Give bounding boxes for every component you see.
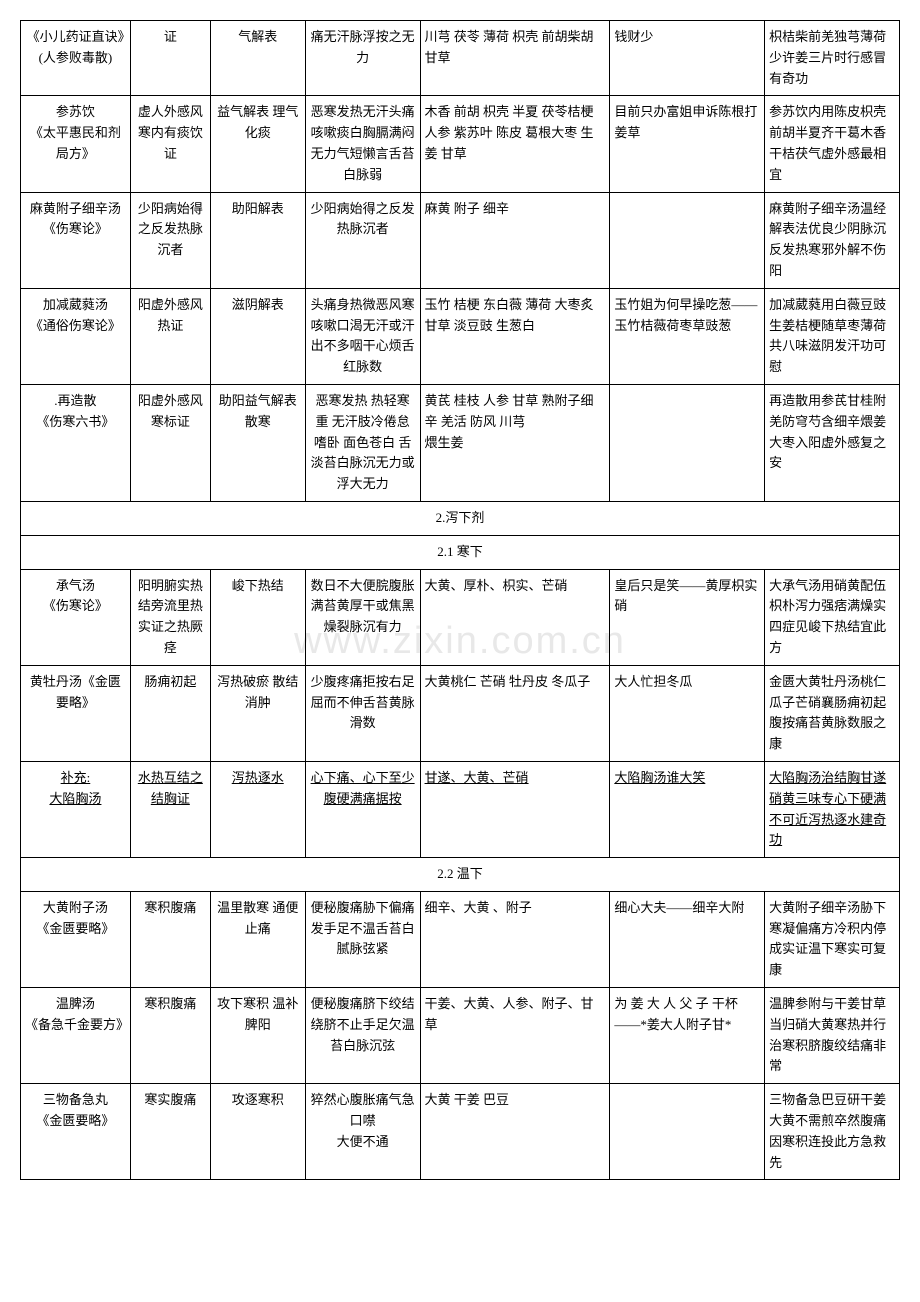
table-cell: 证 bbox=[130, 21, 210, 96]
table-cell: 恶寒发热 热轻寒重 无汗肢冷倦怠嗜卧 面色苍白 舌淡苔白脉沉无力或浮大无力 bbox=[305, 384, 420, 501]
table-cell: 攻逐寒积 bbox=[210, 1084, 305, 1180]
table-cell: 滋阴解表 bbox=[210, 288, 305, 384]
table-cell: 阳虚外感风寒标证 bbox=[130, 384, 210, 501]
table-cell: 补充: 大陷胸汤 bbox=[21, 761, 131, 857]
table-cell: 寒实腹痛 bbox=[130, 1084, 210, 1180]
table-cell: 气解表 bbox=[210, 21, 305, 96]
table-cell: 大黄附子细辛汤胁下寒凝偏痛方冷积内停成实证温下寒实可复康 bbox=[765, 891, 900, 987]
table-cell: 三物备急巴豆研干姜大黄不需煎卒然腹痛因寒积连投此方急救先 bbox=[765, 1084, 900, 1180]
table-cell: 大黄 干姜 巴豆 bbox=[420, 1084, 610, 1180]
table-cell: 细辛、大黄 、附子 bbox=[420, 891, 610, 987]
table-cell: 虚人外感风寒内有痰饮证 bbox=[130, 96, 210, 192]
table-cell: 加减葳蕤用白薇豆豉生姜桔梗随草枣薄荷共八味滋阴发汗功可慰 bbox=[765, 288, 900, 384]
table-cell bbox=[610, 1084, 765, 1180]
table-cell: 参苏饮内用陈皮枳壳前胡半夏齐干葛木香干桔茯气虚外感最相宜 bbox=[765, 96, 900, 192]
table-cell: 数日不大便脘腹胀满苔黄厚干或焦黑燥裂脉沉有力 bbox=[305, 569, 420, 665]
table-cell: 承气汤 《伤寒论》 bbox=[21, 569, 131, 665]
table-cell: 《小儿药证直诀》(人参败毒散) bbox=[21, 21, 131, 96]
table-cell: 大黄、厚朴、枳实、芒硝 bbox=[420, 569, 610, 665]
table-cell: 温脾参附与干姜甘草当归硝大黄寒热并行治寒积脐腹绞结痛非常 bbox=[765, 988, 900, 1084]
table-cell: 少腹疼痛拒按右足屈而不伸舌苔黄脉滑数 bbox=[305, 665, 420, 761]
table-cell: 大人忙担冬瓜 bbox=[610, 665, 765, 761]
table-cell: 寒积腹痛 bbox=[130, 988, 210, 1084]
table-cell bbox=[610, 384, 765, 501]
table-cell: 助阳解表 bbox=[210, 192, 305, 288]
table-cell: 便秘腹痛胁下偏痛发手足不温舌苔白腻脉弦紧 bbox=[305, 891, 420, 987]
table-cell: 玉竹 桔梗 东白薇 薄荷 大枣炙甘草 淡豆豉 生葱白 bbox=[420, 288, 610, 384]
table-cell: 少阳病始得之反发热脉沉者 bbox=[130, 192, 210, 288]
table-cell: 寒积腹痛 bbox=[130, 891, 210, 987]
table-cell: 肠痈初起 bbox=[130, 665, 210, 761]
table-cell: 干姜、大黄、人参、附子、甘草 bbox=[420, 988, 610, 1084]
table-cell: 心下痛、心下至少腹硬满痛据按 bbox=[305, 761, 420, 857]
table-cell: 痛无汗脉浮按之无力 bbox=[305, 21, 420, 96]
table-cell: 猝然心腹胀痛气急口噤 大便不通 bbox=[305, 1084, 420, 1180]
table-cell: 恶寒发热无汗头痛咳嗽痰白胸膈满闷无力气短懒言舌苔白脉弱 bbox=[305, 96, 420, 192]
table-cell: 攻下寒积 温补脾阳 bbox=[210, 988, 305, 1084]
main-table: 《小儿药证直诀》(人参败毒散)证气解表痛无汗脉浮按之无力川芎 茯苓 薄荷 枳壳 … bbox=[20, 20, 900, 1180]
table-cell: 参苏饮 《太平惠民和剂局方》 bbox=[21, 96, 131, 192]
table-cell: 大黄附子汤 《金匮要略》 bbox=[21, 891, 131, 987]
table-cell: 温里散寒 通便止痛 bbox=[210, 891, 305, 987]
table-cell: 麻黄附子细辛汤温经解表法优良少阴脉沉反发热寒邪外解不伤阳 bbox=[765, 192, 900, 288]
table-cell: 麻黄 附子 细辛 bbox=[420, 192, 610, 288]
table-cell: 再造散用参芪甘桂附羌防穹芍含细辛煨姜大枣入阳虚外感复之安 bbox=[765, 384, 900, 501]
table-cell: 加减葳蕤汤 《通俗伤寒论》 bbox=[21, 288, 131, 384]
table-cell: .再造散 《伤寒六书》 bbox=[21, 384, 131, 501]
table-cell: 三物备急丸 《金匮要略》 bbox=[21, 1084, 131, 1180]
table-cell: 温脾汤 《备急千金要方》 bbox=[21, 988, 131, 1084]
table-cell: 目前只办富姐申诉陈根打姜草 bbox=[610, 96, 765, 192]
table-cell: 细心大夫——细辛大附 bbox=[610, 891, 765, 987]
table-cell: 头痛身热微恶风寒咳嗽口渴无汗或汗出不多咽干心烦舌红脉数 bbox=[305, 288, 420, 384]
table-cell: 皇后只是笑——黄厚枳实硝 bbox=[610, 569, 765, 665]
table-cell: 麻黄附子细辛汤 《伤寒论》 bbox=[21, 192, 131, 288]
section-header: 2.泻下剂 bbox=[21, 501, 900, 535]
table-cell: 钱财少 bbox=[610, 21, 765, 96]
table-cell: 为 姜 大 人 父 子 干杯——*姜大人附子甘* bbox=[610, 988, 765, 1084]
section-subheader: 2.2 温下 bbox=[21, 858, 900, 892]
table-cell: 黄芪 桂枝 人参 甘草 熟附子细辛 羌活 防风 川芎 煨生姜 bbox=[420, 384, 610, 501]
table-cell: 少阳病始得之反发热脉沉者 bbox=[305, 192, 420, 288]
table-cell: 木香 前胡 枳壳 半夏 茯苓桔梗 人参 紫苏叶 陈皮 葛根大枣 生姜 甘草 bbox=[420, 96, 610, 192]
table-cell: 阳明腑实热结旁流里热实证之热厥痉 bbox=[130, 569, 210, 665]
table-cell: 益气解表 理气化痰 bbox=[210, 96, 305, 192]
table-cell: 玉竹姐为何早操吃葱——玉竹桔薇荷枣草豉葱 bbox=[610, 288, 765, 384]
table-cell: 大承气汤用硝黄配伍枳朴泻力强痞满燥实四症见峻下热结宜此方 bbox=[765, 569, 900, 665]
table-cell: 金匮大黄牡丹汤桃仁瓜子芒硝襄肠痈初起腹按痛苔黄脉数服之康 bbox=[765, 665, 900, 761]
table-cell: 甘遂、大黄、芒硝 bbox=[420, 761, 610, 857]
table-cell: 枳桔柴前羌独芎薄荷少许姜三片时行感冒有奇功 bbox=[765, 21, 900, 96]
table-cell: 泻热破瘀 散结消肿 bbox=[210, 665, 305, 761]
table-cell: 大陷胸汤谁大笑 bbox=[610, 761, 765, 857]
table-cell: 川芎 茯苓 薄荷 枳壳 前胡柴胡 甘草 bbox=[420, 21, 610, 96]
table-cell bbox=[610, 192, 765, 288]
table-cell: 黄牡丹汤《金匮要略》 bbox=[21, 665, 131, 761]
table-cell: 大黄桃仁 芒硝 牡丹皮 冬瓜子 bbox=[420, 665, 610, 761]
section-subheader: 2.1 寒下 bbox=[21, 535, 900, 569]
table-cell: 大陷胸汤治结胸甘遂硝黄三味专心下硬满不可近泻热逐水建奇功 bbox=[765, 761, 900, 857]
table-cell: 助阳益气解表散寒 bbox=[210, 384, 305, 501]
table-cell: 便秘腹痛脐下绞结绕脐不止手足欠温苔白脉沉弦 bbox=[305, 988, 420, 1084]
table-cell: 泻热逐水 bbox=[210, 761, 305, 857]
table-cell: 水热互结之结胸证 bbox=[130, 761, 210, 857]
table-cell: 阳虚外感风热证 bbox=[130, 288, 210, 384]
table-cell: 峻下热结 bbox=[210, 569, 305, 665]
